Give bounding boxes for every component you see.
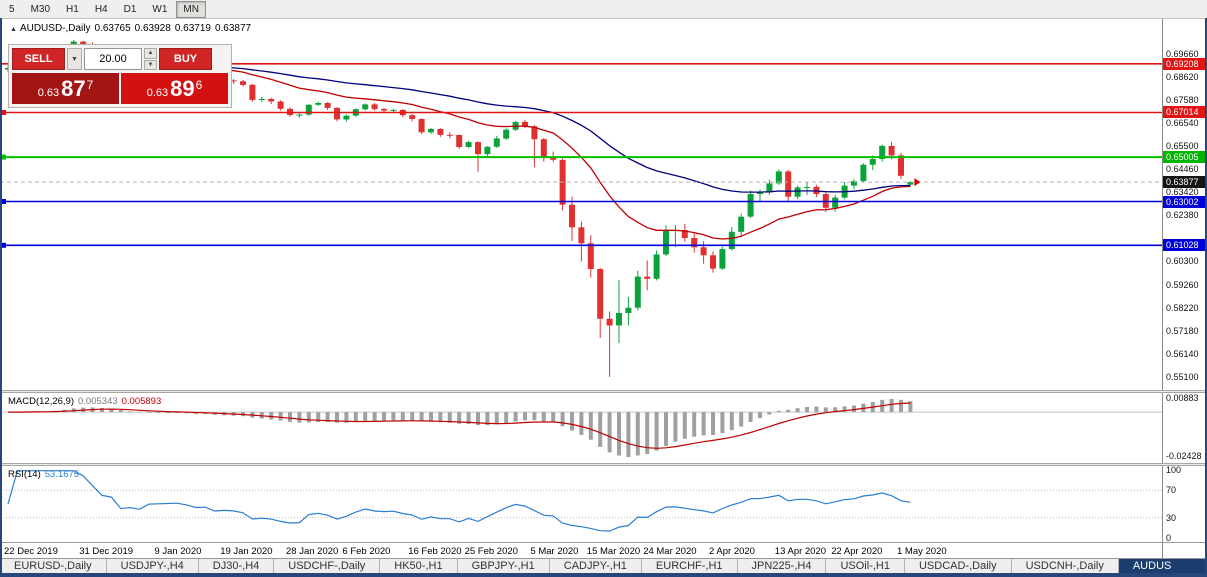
date-label: 25 Feb 2020	[464, 546, 518, 557]
sell-button[interactable]: SELL	[12, 48, 65, 70]
macd-name: MACD(12,26,9)	[8, 396, 74, 407]
timeframe-button-5[interactable]: 5	[9, 3, 15, 15]
window-border-right	[1205, 18, 1207, 577]
macd-indicator-label: MACD(12,26,9) 0.005343 0.005893	[8, 396, 161, 407]
tab-gbpjpy-h1[interactable]: GBPJPY-,H1	[458, 559, 550, 573]
panel-resize-handle[interactable]	[0, 390, 1207, 393]
timeframe-button-m30[interactable]: M30	[30, 3, 51, 15]
tab-usoil-h1[interactable]: USOil-,H1	[826, 559, 905, 573]
date-label: 13 Apr 2020	[774, 546, 827, 557]
date-label: 16 Feb 2020	[408, 546, 462, 557]
buy-price-display[interactable]: 0.63 89 6	[121, 73, 228, 104]
rsi-panel-chart[interactable]	[0, 466, 1162, 542]
volume-increase-button[interactable]: ▲	[144, 48, 157, 59]
date-label: 9 Jan 2020	[154, 546, 202, 557]
date-label: 1 May 2020	[897, 546, 947, 557]
volume-dropdown-button[interactable]: ▼	[67, 48, 82, 70]
chart-marker-icon: ▲	[10, 26, 17, 33]
tab-dj30-h4[interactable]: DJ30-,H4	[199, 559, 275, 573]
buy-price-prefix: 0.63	[146, 87, 169, 99]
date-label: 22 Dec 2019	[4, 546, 58, 557]
buy-price-big: 89	[170, 76, 195, 101]
tab-usdcad-daily[interactable]: USDCAD-,Daily	[905, 559, 1012, 573]
tab-audusd-active[interactable]: AUDUS	[1118, 559, 1207, 573]
date-label: 22 Apr 2020	[831, 546, 883, 557]
tab-usdjpy-h4[interactable]: USDJPY-,H4	[107, 559, 199, 573]
tab-usdcnh-daily[interactable]: USDCNH-,Daily	[1012, 559, 1119, 573]
rsi-name: RSI(14)	[8, 469, 41, 480]
buy-button[interactable]: BUY	[159, 48, 212, 70]
panel-resize-handle[interactable]	[0, 463, 1207, 466]
buy-price-pipette: 6	[195, 78, 203, 92]
date-label: 15 Mar 2020	[586, 546, 641, 557]
rsi-indicator-label: RSI(14) 53.1675	[8, 469, 79, 480]
timeframe-toolbar: 5 M30 H1 H4 D1 W1 MN	[0, 0, 1207, 19]
date-label: 24 Mar 2020	[643, 546, 697, 557]
tab-hk50-h1[interactable]: HK50-,H1	[380, 559, 458, 573]
ohlc-close: 0.63877	[214, 23, 252, 34]
tab-eurusd-daily[interactable]: EURUSD-,Daily	[0, 559, 107, 573]
ohlc-low: 0.63719	[174, 23, 211, 34]
tab-usdchf-daily[interactable]: USDCHF-,Daily	[274, 559, 381, 573]
sell-price-pipette: 7	[86, 78, 94, 92]
window-border-left	[0, 18, 2, 577]
sell-price-big: 87	[61, 76, 86, 101]
sell-price-display[interactable]: 0.63 87 7	[12, 73, 119, 104]
chart-ohlc-header: ▲ AUDUSD-,Daily 0.63765 0.63928 0.63719 0.638…	[8, 23, 258, 34]
tab-cadjpy-h1[interactable]: CADJPY-,H1	[550, 559, 642, 573]
tab-eurchf-h1[interactable]: EURCHF-,H1	[642, 559, 738, 573]
date-label: 6 Feb 2020	[342, 546, 391, 557]
macd-signal-line	[8, 402, 911, 449]
timeframe-button-w1[interactable]: W1	[152, 3, 168, 15]
tab-jpn225-h4[interactable]: JPN225-,H4	[738, 559, 827, 573]
timeframe-button-d1[interactable]: D1	[123, 3, 137, 15]
date-label: 5 Mar 2020	[530, 546, 579, 557]
macd-histogram	[15, 399, 913, 457]
chart-symbol-label: AUDUSD-,Daily	[19, 23, 91, 34]
timeframe-button-h1[interactable]: H1	[66, 3, 79, 15]
last-price-arrow-icon	[914, 178, 921, 187]
price-axis[interactable]	[1162, 19, 1207, 558]
volume-spinner: ▲ ▼	[144, 48, 157, 70]
timeframe-button-h4[interactable]: H4	[94, 3, 108, 15]
sell-price-prefix: 0.63	[37, 87, 60, 99]
volume-input[interactable]	[84, 48, 142, 70]
rsi-value: 53.1675	[44, 469, 80, 480]
date-label: 28 Jan 2020	[286, 546, 339, 557]
macd-value: 0.005343	[78, 396, 118, 407]
timeframe-button-mn[interactable]: MN	[176, 0, 206, 18]
date-label: 31 Dec 2019	[79, 546, 134, 557]
date-label: 2 Apr 2020	[709, 546, 755, 557]
ohlc-high: 0.63928	[134, 23, 171, 34]
macd-signal-value: 0.005893	[121, 396, 162, 407]
ohlc-open: 0.63765	[94, 23, 131, 34]
chart-tabs-bar: EURUSD-,Daily USDJPY-,H4 DJ30-,H4 USDCHF-,D…	[0, 558, 1207, 573]
volume-decrease-button[interactable]: ▼	[144, 59, 157, 70]
date-label: 19 Jan 2020	[220, 546, 273, 557]
macd-panel-chart[interactable]	[0, 393, 1162, 463]
panel-separator	[0, 542, 1207, 543]
rsi-line	[7, 470, 911, 532]
window-border-bottom	[0, 573, 1207, 577]
